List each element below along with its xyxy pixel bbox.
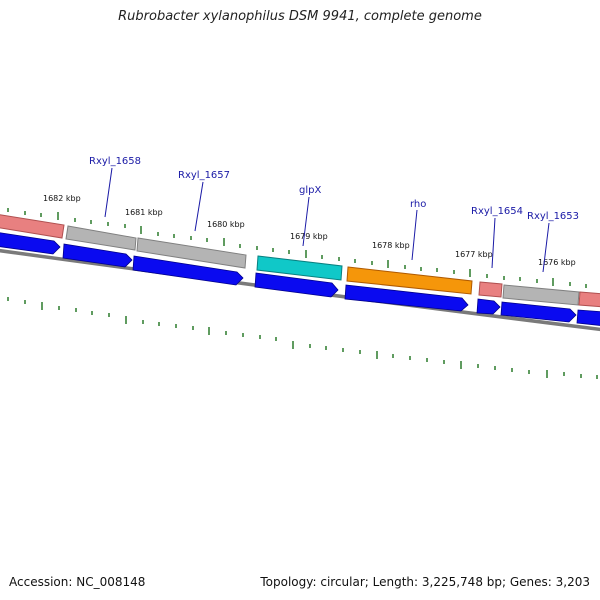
gene-label-leaders — [104, 167, 550, 273]
cds-arrow[interactable] — [576, 309, 600, 326]
cds-arrow[interactable] — [500, 301, 577, 323]
upper-tick-marks — [7, 208, 587, 288]
gene-feature-rxyl-1654[interactable] — [478, 281, 503, 298]
kbp-label: 1676 kbp — [538, 258, 576, 267]
gene-feature-salmon-right[interactable] — [578, 291, 600, 308]
kbp-label: 1679 kbp — [290, 232, 328, 241]
map-title: Rubrobacter xylanophilus DSM 9941, compl… — [118, 9, 482, 24]
kbp-label: 1680 kbp — [207, 220, 245, 229]
kbp-label: 1678 kbp — [372, 241, 410, 250]
kbp-label: 1682 kbp — [43, 194, 81, 203]
cds-arrow[interactable] — [476, 298, 501, 315]
kbp-labels: 1682 kbp 1681 kbp 1680 kbp 1679 kbp 1678… — [43, 194, 576, 267]
kbp-label: 1677 kbp — [455, 250, 493, 259]
gene-labels: Rxyl_1658 Rxyl_1657 glpX rho Rxyl_1654 R… — [89, 156, 579, 222]
gene-label-rxyl-1653[interactable]: Rxyl_1653 — [527, 211, 579, 222]
cds-arrow[interactable] — [254, 272, 339, 298]
gene-label-rxyl-1657[interactable]: Rxyl_1657 — [178, 170, 230, 181]
gene-feature-salmon-left[interactable] — [0, 214, 65, 239]
cds-arrow[interactable] — [132, 255, 244, 286]
cds-arrow[interactable] — [0, 232, 61, 255]
cds-track — [0, 232, 600, 326]
gene-feature-rxyl-1653[interactable] — [502, 284, 580, 306]
gene-label-rxyl-1658[interactable]: Rxyl_1658 — [89, 156, 141, 167]
cds-arrow[interactable] — [344, 284, 469, 312]
genome-summary-label: Topology: circular; Length: 3,225,748 bp… — [260, 575, 590, 589]
gene-feature-rxyl-1658[interactable] — [65, 225, 137, 251]
accession-label: Accession: NC_008148 — [9, 575, 146, 589]
gene-label-rho[interactable]: rho — [410, 199, 426, 210]
gene-feature-rho[interactable] — [346, 266, 473, 295]
kbp-label: 1681 kbp — [125, 208, 163, 217]
cds-arrow[interactable] — [62, 243, 133, 268]
gene-label-rxyl-1654[interactable]: Rxyl_1654 — [471, 206, 523, 217]
gene-label-glpx[interactable]: glpX — [299, 185, 321, 196]
gene-track — [0, 214, 600, 308]
gene-feature-glpx[interactable] — [256, 255, 343, 281]
gene-feature-rxyl-1657[interactable] — [136, 237, 247, 269]
lower-tick-marks — [7, 297, 598, 379]
